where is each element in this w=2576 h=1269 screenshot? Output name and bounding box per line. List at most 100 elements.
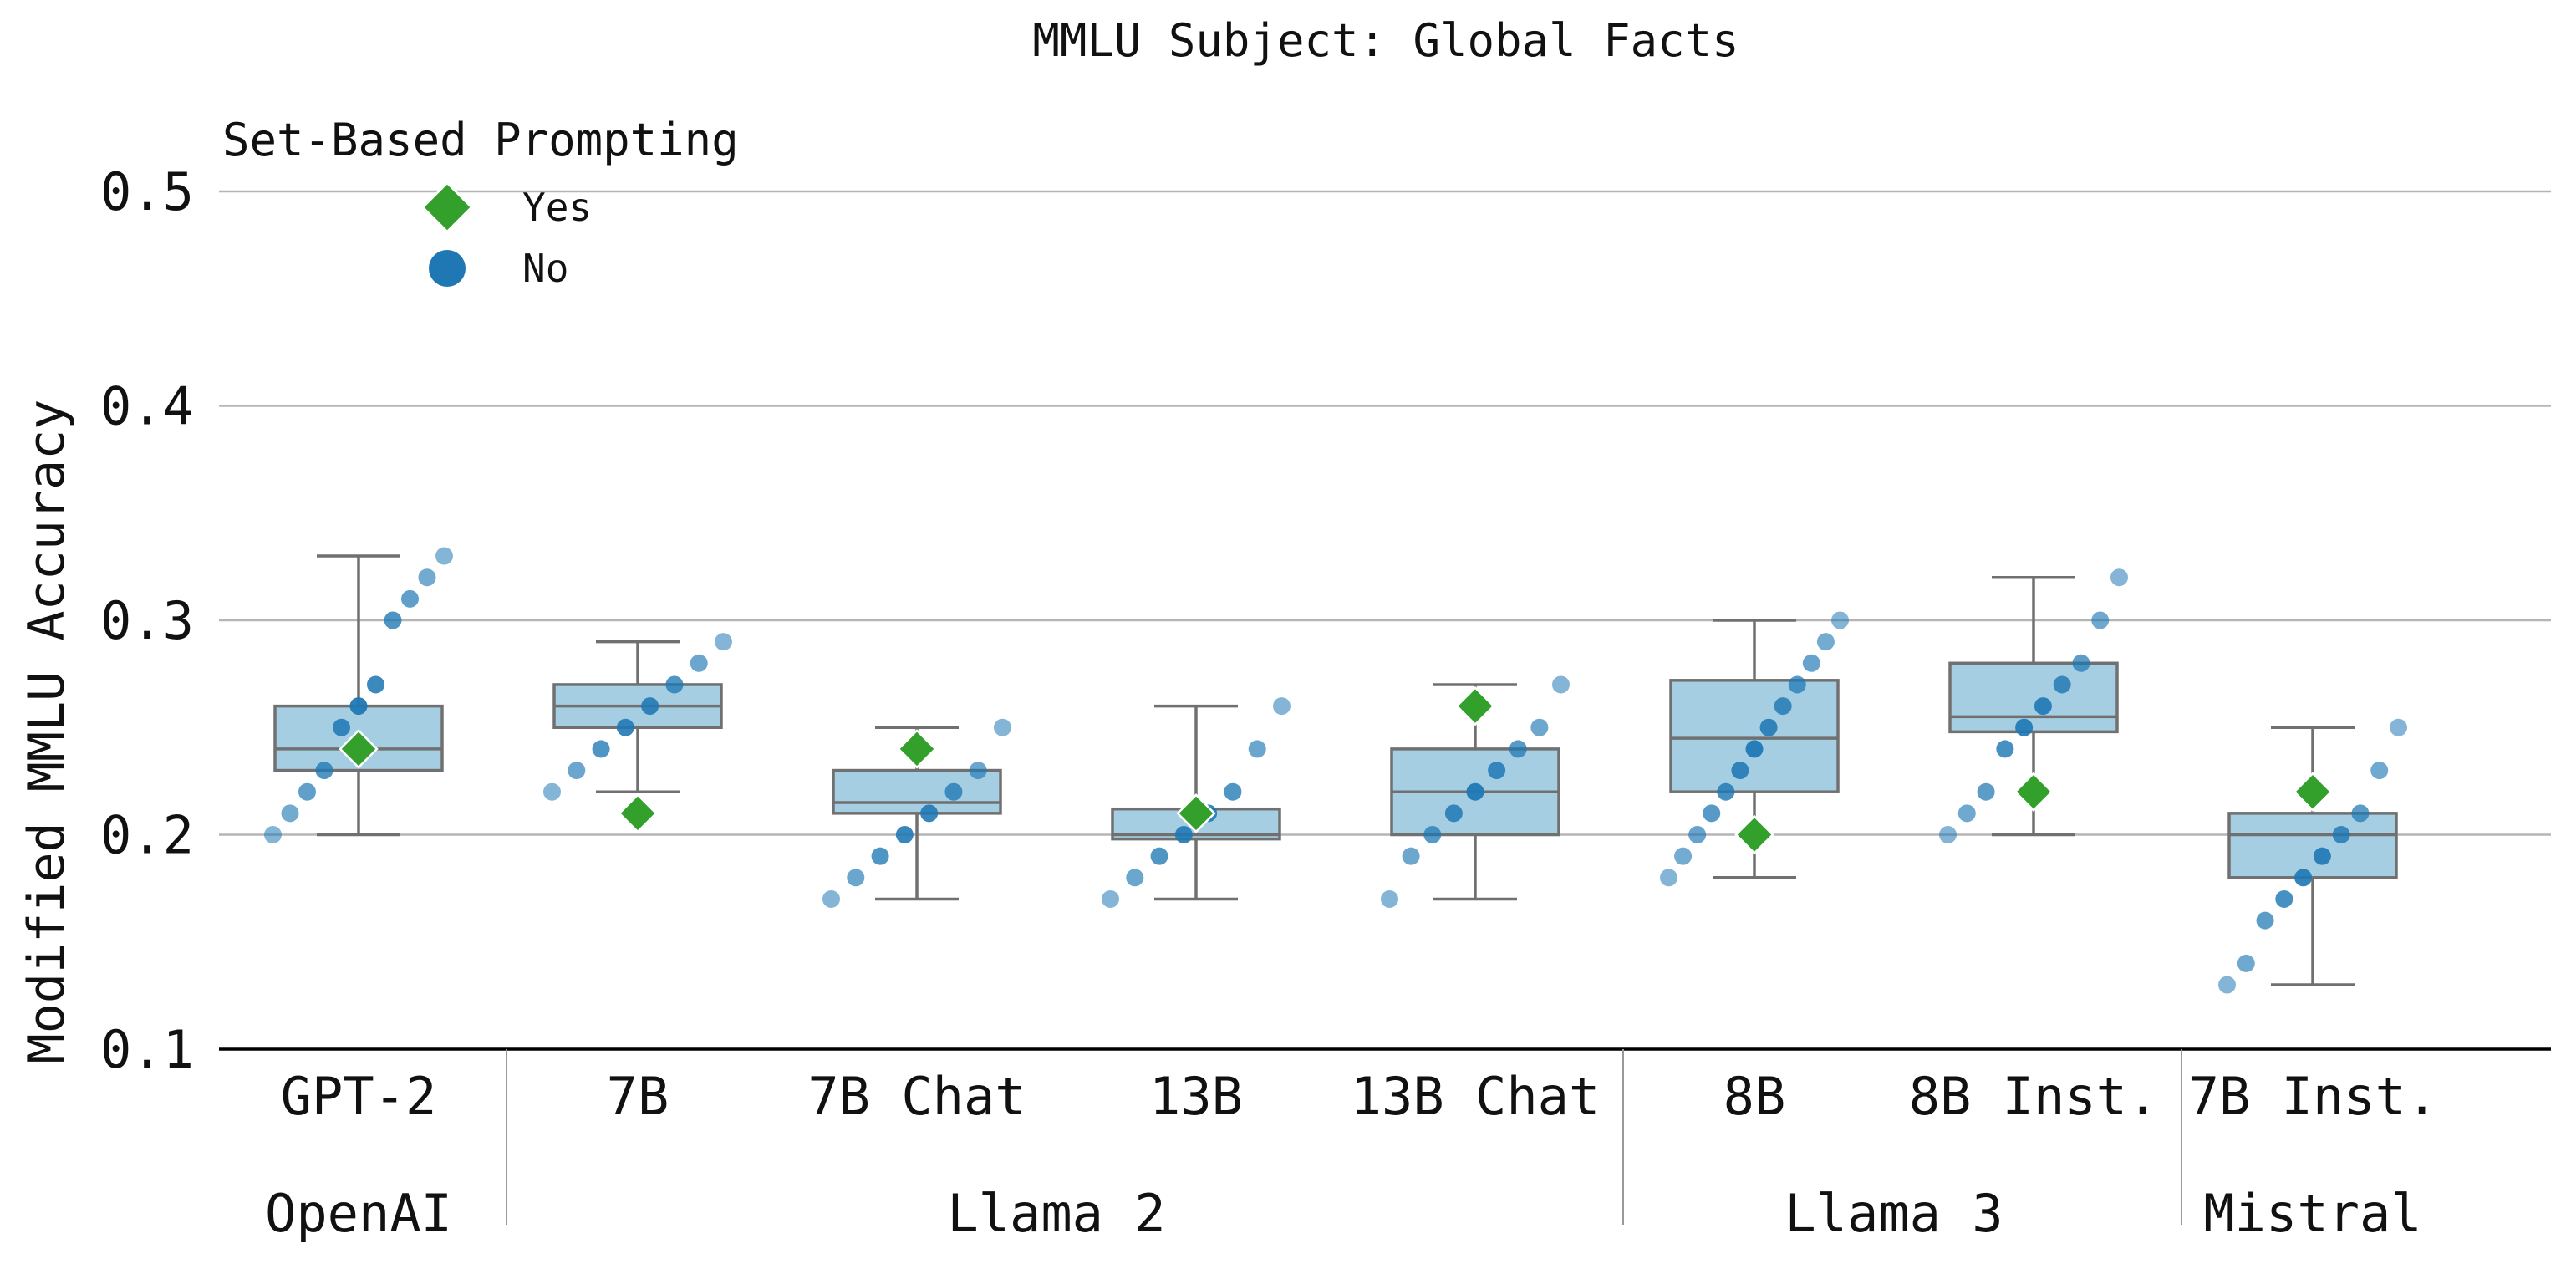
no-point	[435, 547, 453, 565]
no-point	[1402, 847, 1420, 865]
no-point	[1444, 804, 1463, 823]
yes-point	[2013, 772, 2054, 812]
no-point	[1174, 826, 1193, 843]
no-point	[715, 633, 732, 651]
no-point	[2294, 869, 2313, 887]
no-point	[333, 718, 350, 736]
group-label: Mistral	[2203, 1183, 2421, 1244]
no-point	[592, 740, 610, 758]
no-point	[1674, 847, 1693, 865]
no-point	[920, 804, 939, 823]
y-tick-label: 0.1	[100, 1019, 194, 1080]
no-point	[1552, 675, 1570, 694]
no-point	[895, 826, 914, 843]
y-tick-label: 0.4	[100, 376, 194, 437]
no-point	[2370, 762, 2389, 780]
box-7	[2227, 726, 2398, 986]
no-point	[1381, 889, 1398, 908]
no-point	[349, 697, 368, 716]
no-point	[367, 675, 384, 694]
x-tick-label: 7B Inst.	[2188, 1066, 2438, 1127]
no-points	[264, 547, 2407, 994]
chart-title: MMLU Subject: Global Facts	[1032, 14, 1739, 67]
yes-point	[1455, 685, 1495, 726]
no-point	[944, 782, 963, 801]
no-point	[1816, 633, 1835, 651]
yes-point	[339, 729, 379, 769]
no-point	[2313, 847, 2331, 865]
box-iqr	[2227, 812, 2398, 879]
x-tick-label: 7B	[607, 1066, 669, 1127]
box-6	[1948, 575, 2119, 837]
legend: Set-Based Prompting Yes No	[222, 114, 739, 291]
yes-point	[618, 793, 658, 833]
x-tick-label: 8B Inst.	[1909, 1066, 2159, 1127]
no-point	[2390, 718, 2407, 736]
no-point	[1150, 847, 1168, 865]
no-point	[1530, 718, 1549, 736]
x-tick-label: 8B	[1723, 1066, 1786, 1127]
no-point	[641, 697, 659, 716]
no-point	[264, 826, 282, 843]
no-point	[1509, 740, 1527, 758]
no-point	[1717, 782, 1735, 801]
no-point	[1423, 826, 1442, 843]
no-point	[1774, 697, 1792, 716]
no-point	[543, 782, 561, 801]
no-point	[418, 568, 436, 587]
no-point	[2091, 611, 2110, 629]
no-point	[1831, 611, 1849, 629]
no-point	[1688, 826, 1707, 843]
no-point	[2237, 954, 2255, 972]
no-point	[1977, 782, 1995, 801]
y-axis-label: Modified MMLU Accuracy	[18, 400, 76, 1064]
no-point	[2015, 718, 2034, 736]
no-point	[2072, 654, 2090, 672]
box-iqr	[1948, 661, 2119, 734]
yes-point	[2293, 772, 2333, 812]
no-point	[1731, 762, 1749, 780]
group-label: Llama 3	[1784, 1183, 2003, 1244]
no-point	[1802, 654, 1820, 672]
x-tick-label: 13B Chat	[1351, 1066, 1601, 1127]
no-point	[969, 762, 987, 780]
legend-no-marker	[429, 250, 466, 287]
no-point	[2034, 697, 2052, 716]
no-point	[2275, 889, 2293, 908]
y-tick-label: 0.5	[100, 161, 194, 222]
no-point	[1466, 782, 1484, 801]
no-point	[2351, 804, 2370, 823]
y-tick-label: 0.3	[100, 590, 194, 651]
legend-entry-label: No	[522, 246, 568, 291]
no-point	[384, 611, 402, 629]
no-point	[401, 589, 419, 608]
no-point	[1126, 869, 1144, 887]
x-axis: GPT-2 7B 7B Chat 13B 13B Chat 8B 8B Inst. 7B In…	[219, 1047, 2551, 1244]
no-point	[994, 718, 1011, 736]
yes-point	[1176, 793, 1216, 833]
yes-point	[897, 729, 937, 769]
legend-entries: Yes No	[421, 181, 592, 291]
x-tick-label: GPT-2	[281, 1066, 437, 1127]
group-label: OpenAI	[265, 1183, 452, 1244]
box-iqr	[1669, 679, 1840, 793]
no-point	[298, 782, 316, 801]
no-point	[1248, 740, 1266, 758]
x-tick-label: 7B Chat	[807, 1066, 1026, 1127]
yes-points	[339, 685, 2333, 855]
box-5	[1669, 619, 1840, 879]
group-label: Llama 2	[947, 1183, 1165, 1244]
y-tick-labels: 0.1 0.2 0.3 0.4 0.5	[100, 161, 194, 1080]
no-point	[1703, 804, 1721, 823]
no-point	[665, 675, 684, 694]
no-point	[1957, 804, 1976, 823]
no-point	[1996, 740, 2014, 758]
no-point	[568, 762, 586, 780]
no-point	[281, 804, 299, 823]
no-point	[315, 762, 333, 780]
no-point	[1488, 762, 1506, 780]
y-tick-label: 0.2	[100, 805, 194, 866]
box-iqr	[832, 768, 1002, 815]
no-point	[1273, 697, 1291, 716]
